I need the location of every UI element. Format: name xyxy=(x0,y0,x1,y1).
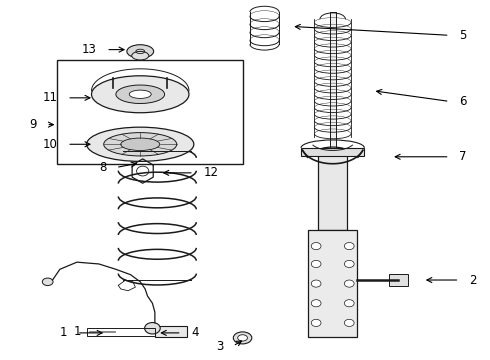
Circle shape xyxy=(311,319,321,327)
Text: 11: 11 xyxy=(43,91,57,104)
Ellipse shape xyxy=(132,51,149,60)
Bar xyxy=(57,60,243,164)
Circle shape xyxy=(344,243,354,249)
Bar xyxy=(301,148,365,156)
Ellipse shape xyxy=(87,127,194,161)
Text: 9: 9 xyxy=(29,118,36,131)
Ellipse shape xyxy=(121,138,160,150)
Bar xyxy=(330,12,336,152)
Text: 8: 8 xyxy=(99,161,106,174)
Text: 13: 13 xyxy=(81,43,97,56)
Ellipse shape xyxy=(116,85,165,104)
Text: 6: 6 xyxy=(460,95,467,108)
Text: 5: 5 xyxy=(460,29,467,42)
Text: 1: 1 xyxy=(60,327,67,339)
Text: 1: 1 xyxy=(74,325,81,338)
Circle shape xyxy=(344,300,354,307)
Circle shape xyxy=(311,243,321,249)
Circle shape xyxy=(344,260,354,267)
Bar xyxy=(308,230,357,337)
Ellipse shape xyxy=(129,90,151,98)
Circle shape xyxy=(311,260,321,267)
Ellipse shape xyxy=(127,45,154,58)
Ellipse shape xyxy=(92,76,189,113)
Text: 10: 10 xyxy=(43,138,57,151)
Text: 7: 7 xyxy=(460,150,467,163)
Ellipse shape xyxy=(104,132,177,156)
Text: 3: 3 xyxy=(216,339,223,352)
Circle shape xyxy=(311,300,321,307)
Ellipse shape xyxy=(238,335,247,341)
Bar xyxy=(155,327,187,337)
Text: 12: 12 xyxy=(203,166,219,179)
Ellipse shape xyxy=(233,332,252,344)
Circle shape xyxy=(344,280,354,287)
Circle shape xyxy=(145,323,160,334)
Text: 4: 4 xyxy=(192,327,199,339)
Circle shape xyxy=(311,280,321,287)
Text: 2: 2 xyxy=(469,274,477,287)
Bar xyxy=(87,328,155,337)
Bar xyxy=(318,152,347,230)
Ellipse shape xyxy=(42,278,53,285)
Bar xyxy=(389,274,408,287)
Circle shape xyxy=(344,319,354,327)
